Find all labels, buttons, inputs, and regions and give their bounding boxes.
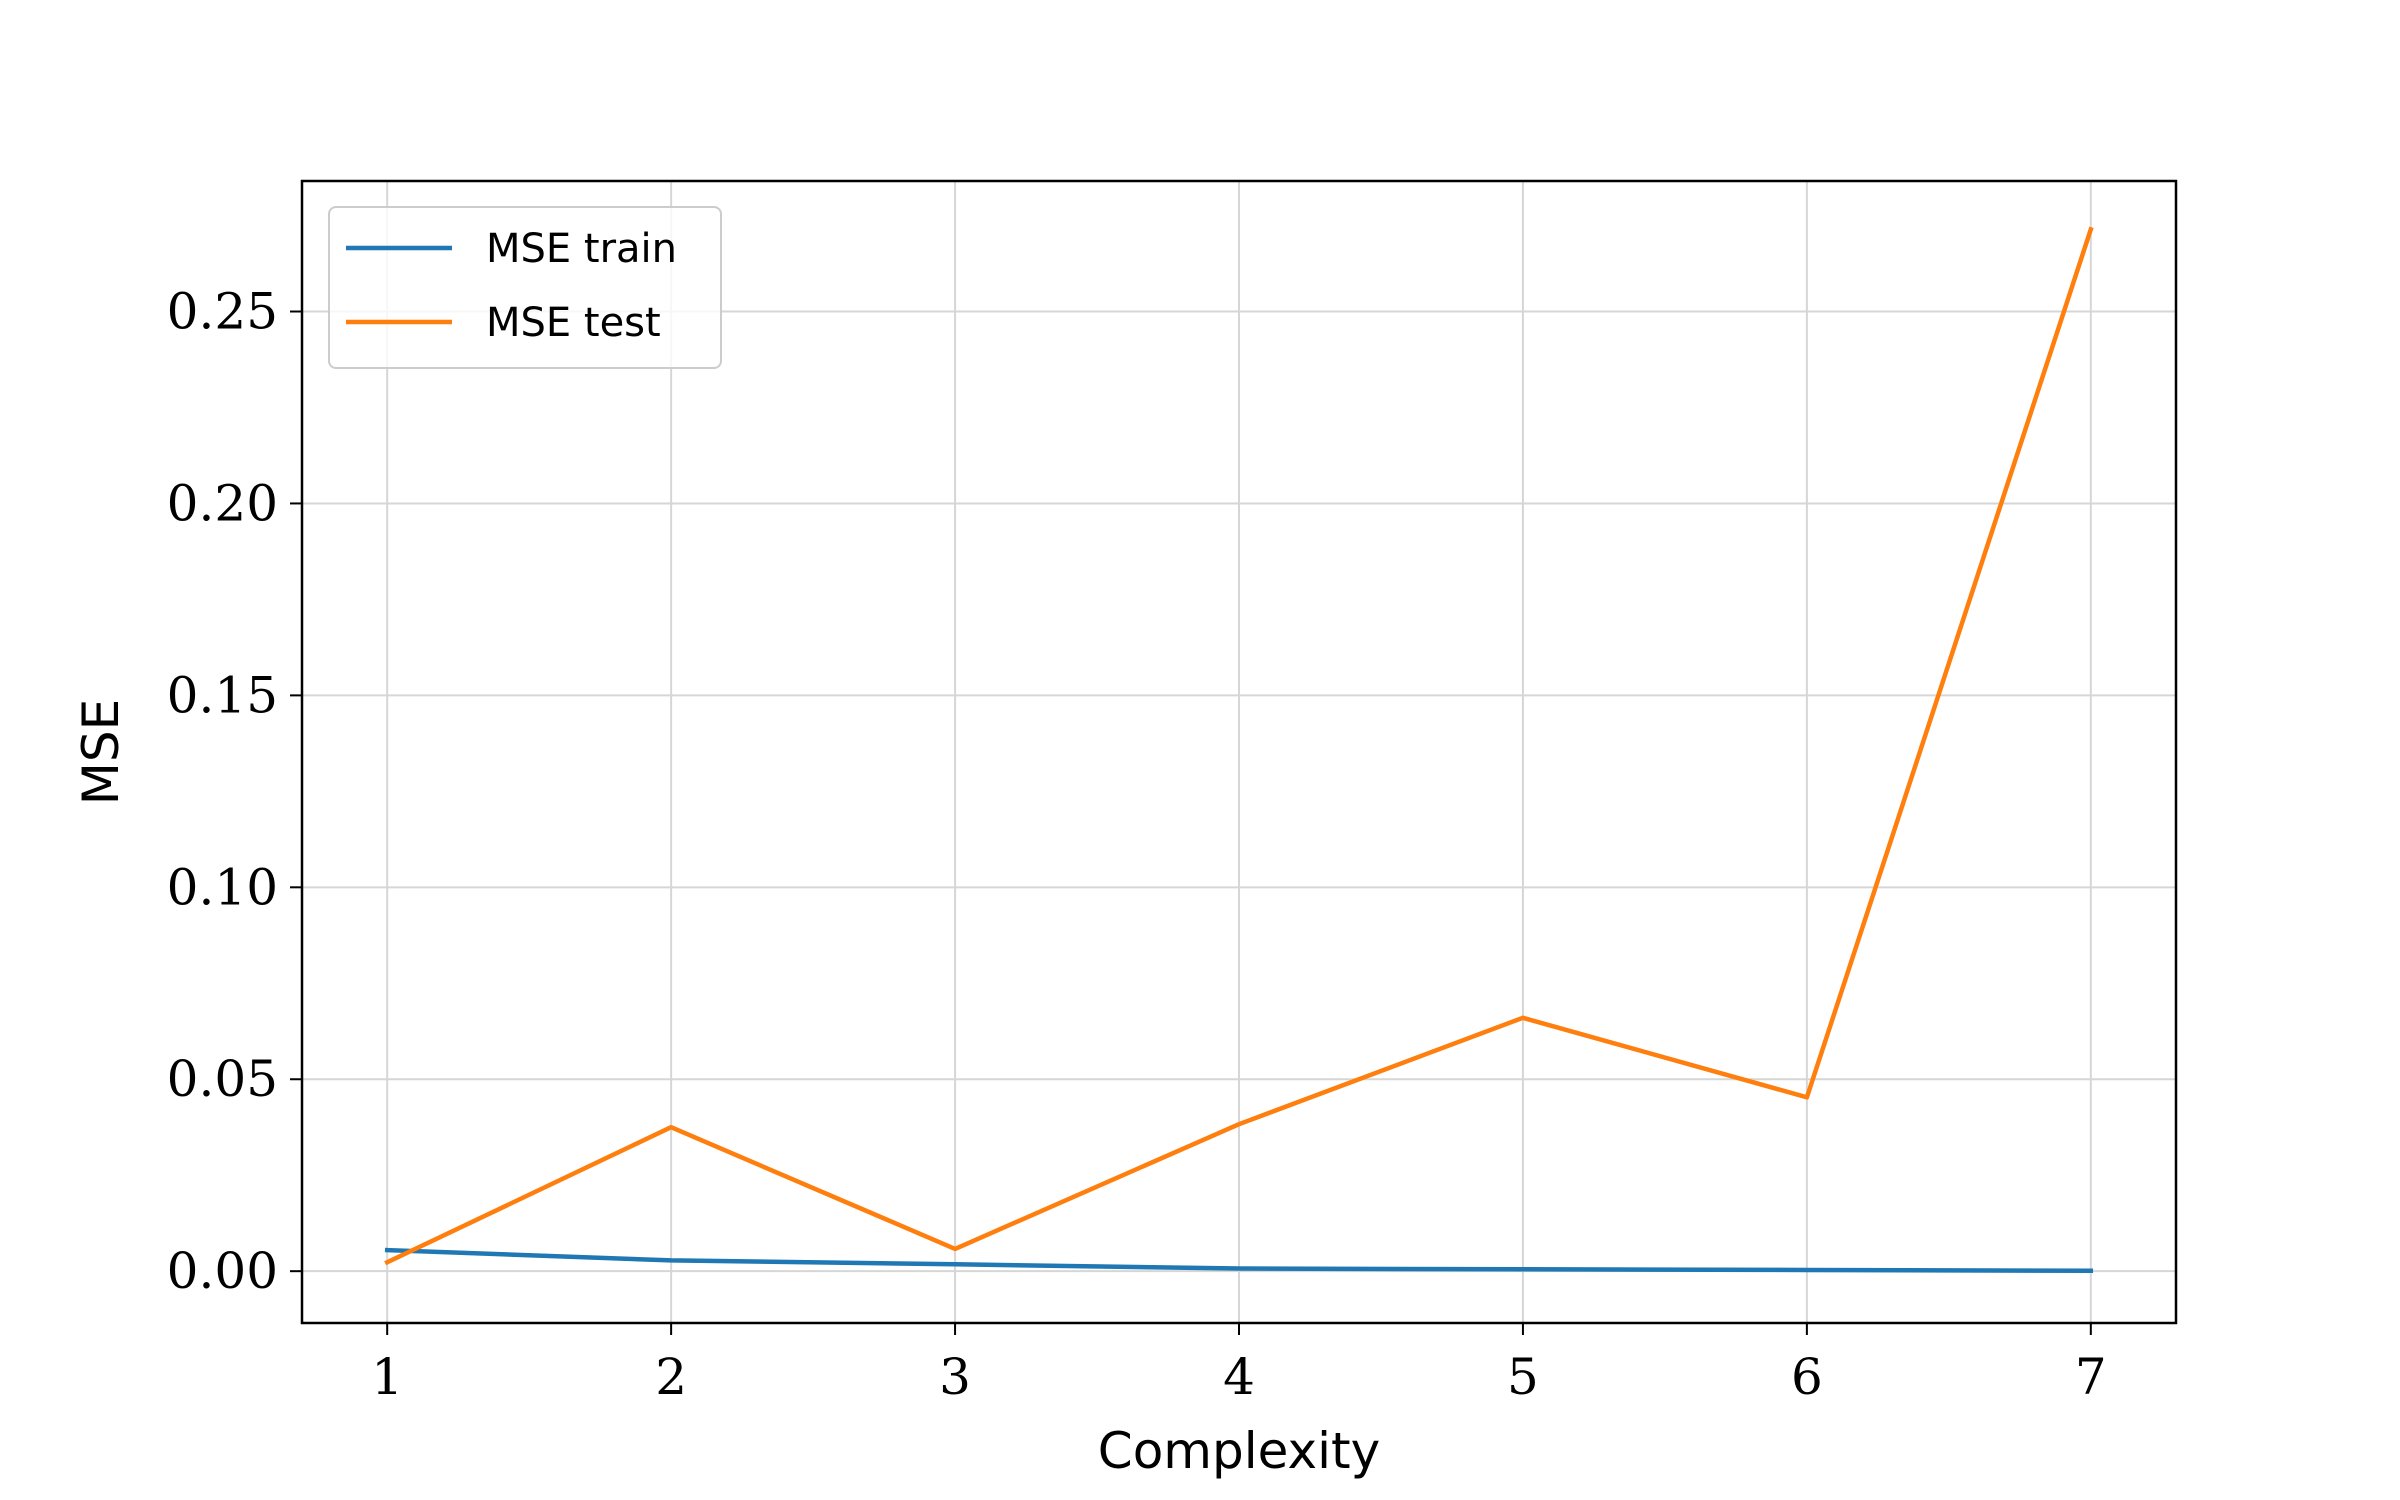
x-axis-title: Complexity (1098, 1422, 1380, 1480)
y-tick-label: 0.00 (167, 1242, 278, 1300)
legend: MSE train MSE test (328, 206, 722, 369)
legend-label: MSE train (486, 226, 677, 272)
y-tick-label: 0.10 (167, 858, 278, 916)
series-line-test (384, 226, 2094, 1266)
y-axis-title: MSE (72, 699, 130, 805)
axis-ticks: 1 2 3 4 5 6 7 0.00 0.05 0.10 0.15 0.20 0.25 (167, 283, 2107, 1406)
y-tick-label: 0.15 (167, 666, 278, 724)
y-tick-label: 0.05 (167, 1050, 278, 1108)
x-tick-label: 1 (371, 1348, 403, 1406)
legend-label: MSE test (486, 300, 661, 346)
x-tick-label: 3 (939, 1348, 971, 1406)
y-tick-label: 0.20 (167, 474, 278, 532)
grid (302, 181, 2176, 1323)
x-tick-label: 5 (1507, 1348, 1539, 1406)
series-line-train (384, 1247, 2094, 1274)
y-tick-label: 0.25 (167, 283, 278, 341)
x-tick-label: 2 (655, 1348, 687, 1406)
x-tick-label: 6 (1791, 1348, 1823, 1406)
series-lines (384, 226, 2094, 1274)
x-tick-label: 4 (1223, 1348, 1255, 1406)
x-tick-label: 7 (2075, 1348, 2107, 1406)
